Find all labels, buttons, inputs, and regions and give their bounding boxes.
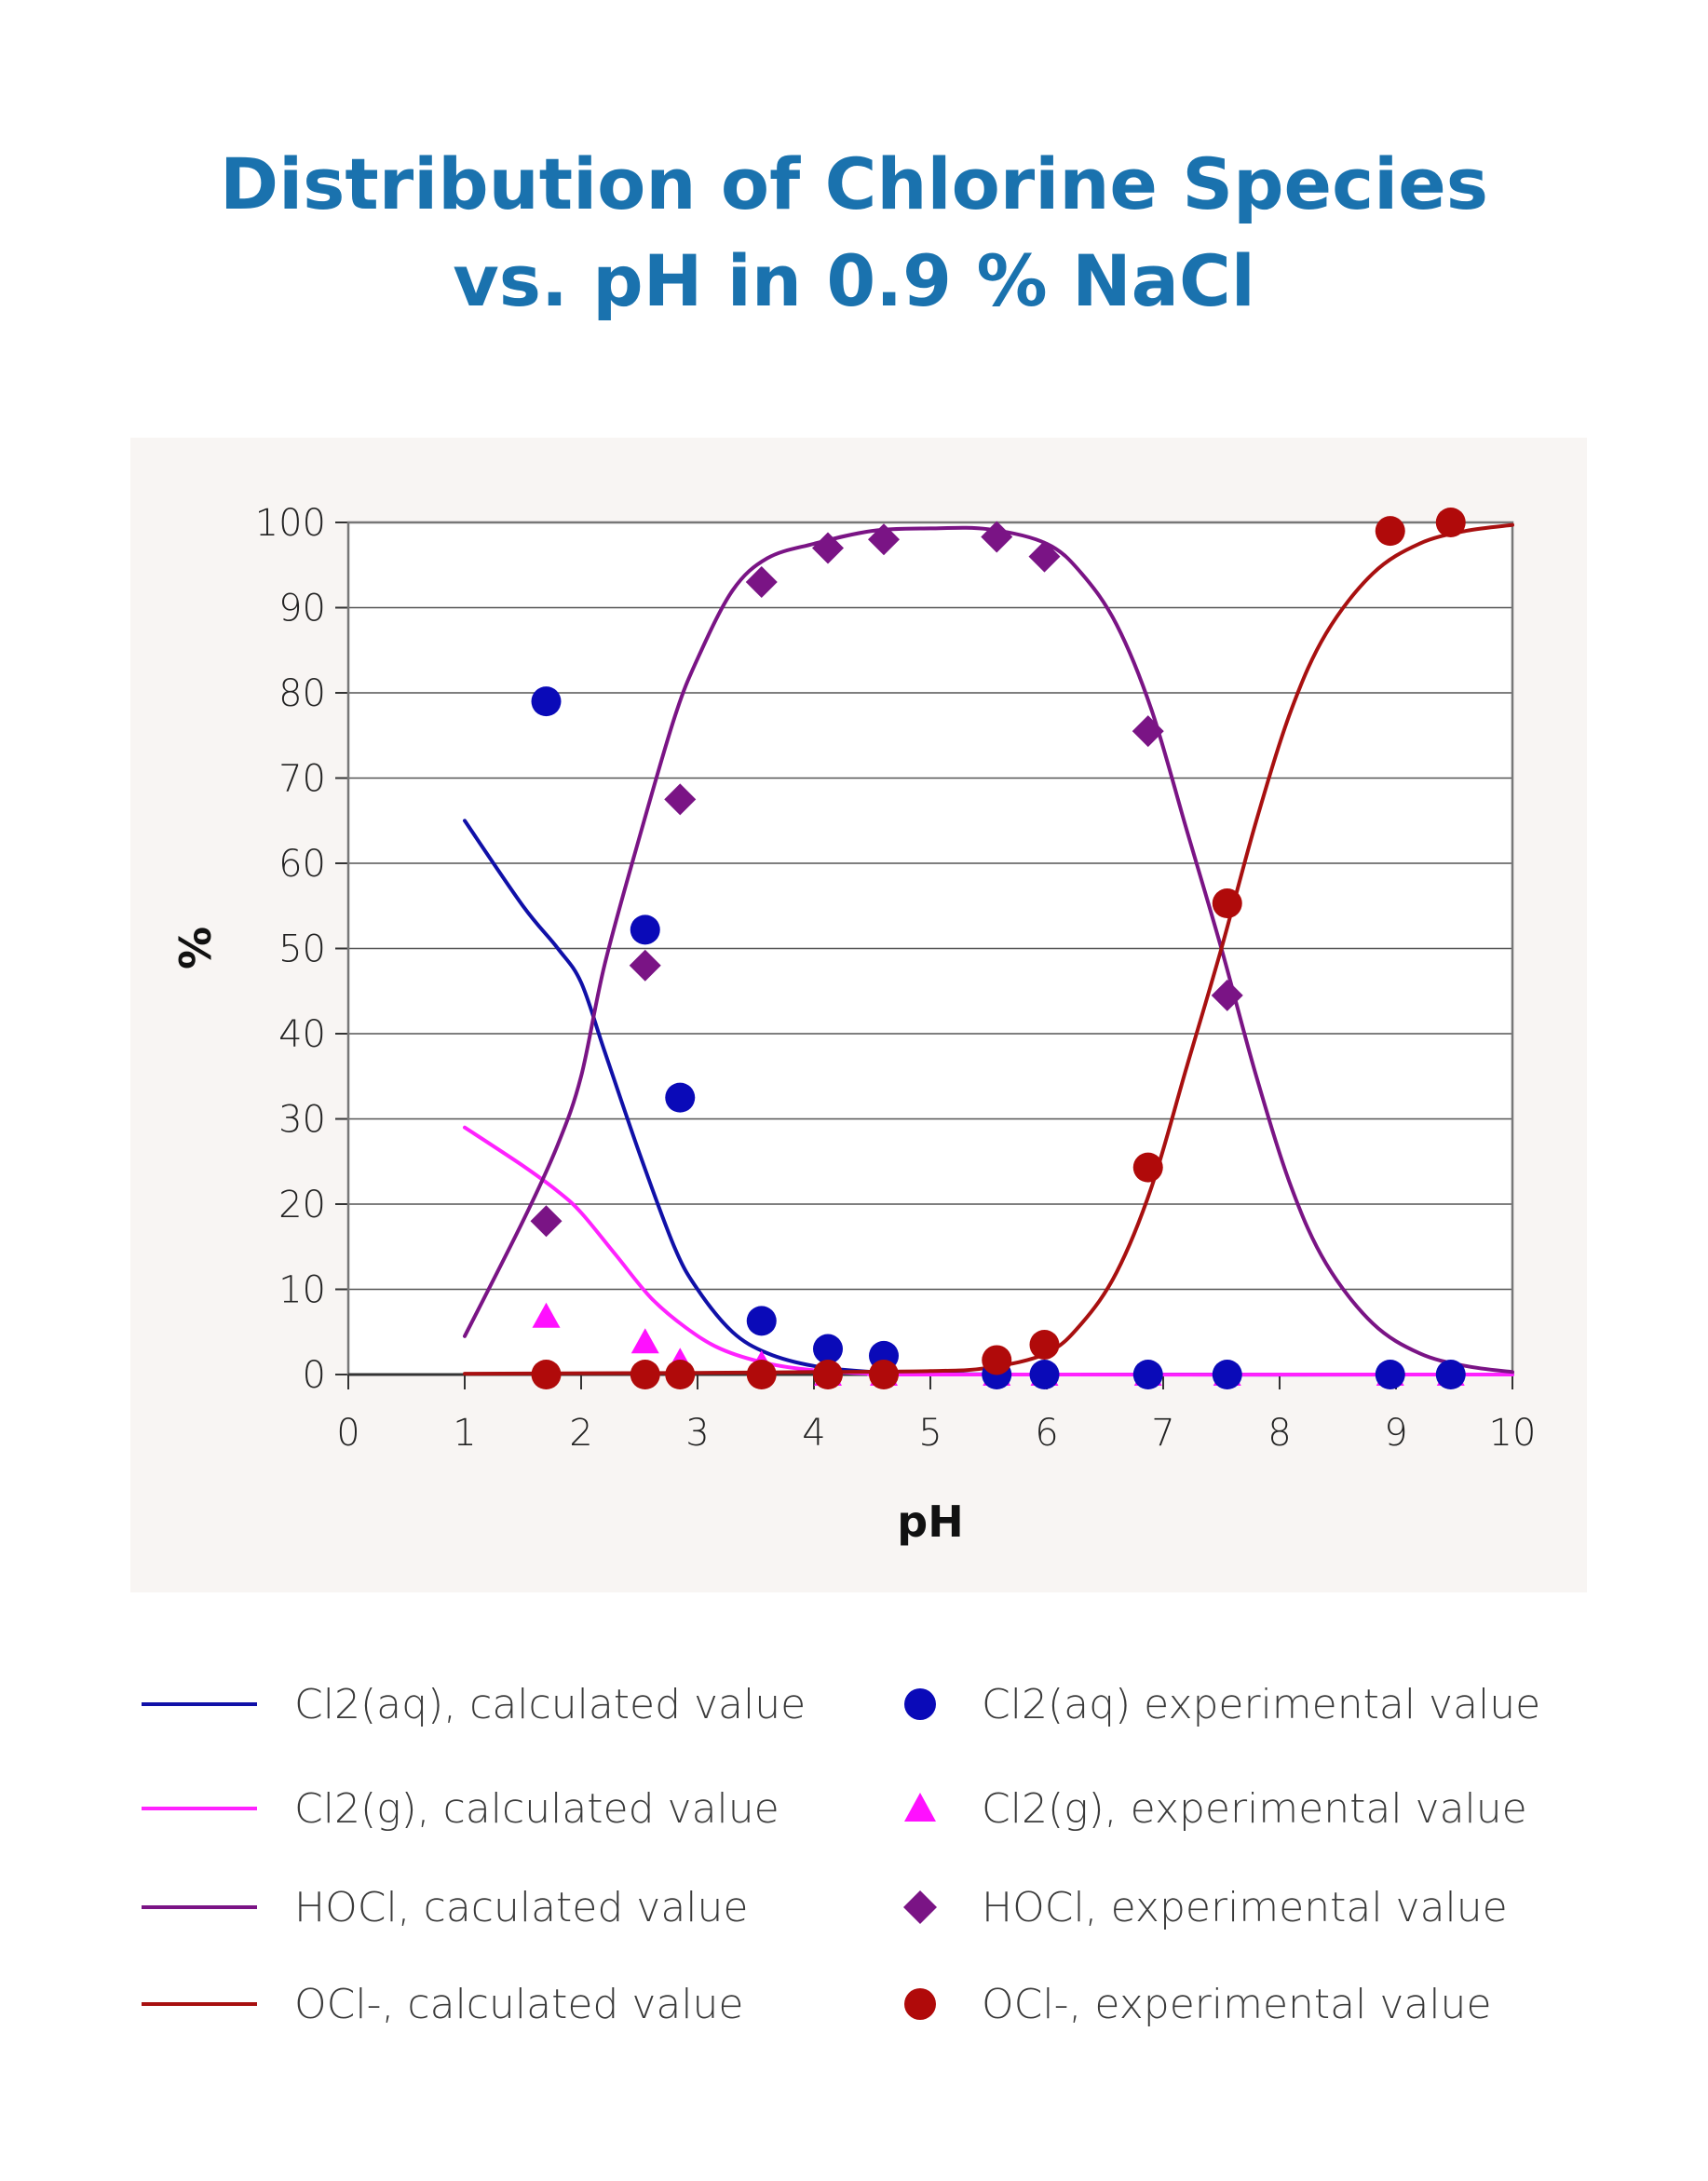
x-tick-label: 2 [569, 1412, 592, 1455]
legend-label: OCl-, calculated value [294, 1980, 744, 2028]
y-tick-label: 80 [278, 672, 326, 715]
y-tick-label: 100 [255, 502, 326, 545]
point-hocl-experimental-value [1028, 540, 1061, 573]
x-tick-label: 10 [1489, 1412, 1537, 1455]
point-cl2-aq-experimental-value [665, 1082, 696, 1113]
point-hocl-experimental-value [664, 783, 697, 816]
legend-label: OCl-, experimental value [982, 1980, 1492, 2028]
point-cl2-aq-experimental-value [531, 686, 562, 717]
circle-marker-icon [892, 1676, 948, 1732]
point-hocl-experimental-value [981, 521, 1013, 553]
y-tick-label: 10 [278, 1269, 326, 1312]
y-tick-label: 90 [278, 588, 326, 630]
y-tick-label: 30 [278, 1099, 326, 1142]
circle-marker-icon [892, 1976, 948, 2032]
point-cl2-aq-experimental-value [1029, 1360, 1060, 1389]
point-ocl-experimental-value [1435, 508, 1466, 537]
point-ocl-experimental-value [1375, 516, 1405, 547]
chart-title-line-1: Distribution of Chlorine Species [220, 142, 1488, 225]
legend-line-swatch [142, 1676, 257, 1732]
x-tick-label: 3 [685, 1412, 709, 1455]
legend-label: HOCl, experimental value [982, 1883, 1508, 1931]
y-tick-label: 40 [278, 1013, 326, 1056]
legend-item-ocl-experimental-value: OCl-, experimental value [892, 1976, 1492, 2032]
point-ocl-experimental-value [1212, 888, 1242, 919]
point-hocl-experimental-value [1211, 979, 1243, 1011]
legend-item-cl2-g-calculated-value: Cl2(g), calculated value [142, 1781, 779, 1836]
x-tick-label: 8 [1267, 1412, 1291, 1455]
point-hocl-experimental-value [1132, 715, 1164, 748]
legend-item-cl2-aq-calculated-value: Cl2(aq), calculated value [142, 1676, 806, 1732]
point-ocl-experimental-value [982, 1345, 1012, 1375]
x-tick-label: 5 [918, 1412, 942, 1455]
x-tick-label: 7 [1151, 1412, 1174, 1455]
point-cl2-aq-experimental-value [1375, 1360, 1405, 1389]
x-tick-label: 9 [1384, 1412, 1407, 1455]
point-ocl-experimental-value [746, 1360, 777, 1389]
x-tick-label: 4 [802, 1412, 825, 1455]
point-ocl-experimental-value [813, 1360, 843, 1389]
series-markers [530, 508, 1466, 1389]
point-cl2-g-experimental-value [630, 1328, 659, 1354]
diamond-marker-icon [892, 1879, 948, 1935]
legend-item-hocl-experimental-value: HOCl, experimental value [892, 1879, 1508, 1935]
y-tick-label: 20 [278, 1184, 326, 1226]
x-tick-label: 0 [336, 1412, 359, 1455]
legend-item-ocl-calculated-value: OCl-, calculated value [142, 1976, 744, 2032]
y-tick-label: 70 [278, 758, 326, 801]
legend-label: Cl2(aq), calculated value [294, 1680, 807, 1728]
point-cl2-aq-experimental-value [1435, 1360, 1466, 1389]
point-hocl-experimental-value [745, 566, 778, 599]
legend-label: HOCl, caculated value [294, 1883, 749, 1931]
x-axis-label: pH [897, 1497, 963, 1547]
y-tick-label: 60 [278, 843, 326, 886]
point-cl2-g-experimental-value [532, 1302, 561, 1328]
x-tick-label: 6 [1035, 1412, 1058, 1455]
legend-label: Cl2(g), calculated value [294, 1784, 779, 1833]
x-tick-label: 1 [453, 1412, 476, 1455]
point-ocl-experimental-value [1029, 1329, 1060, 1360]
legend-line-swatch [142, 1976, 257, 2032]
point-hocl-experimental-value [868, 523, 900, 556]
line-cl2-g-calculated-value [463, 1125, 1514, 1377]
chart-title-line-2: vs. pH in 0.9 % NaCl [453, 239, 1255, 322]
point-ocl-experimental-value [630, 1360, 660, 1389]
point-ocl-experimental-value [531, 1360, 562, 1389]
point-hocl-experimental-value [530, 1205, 563, 1238]
point-ocl-experimental-value [665, 1360, 696, 1389]
legend-item-cl2-g-experimental-value: Cl2(g), experimental value [892, 1781, 1527, 1836]
point-cl2-aq-experimental-value [1212, 1360, 1242, 1389]
point-cl2-aq-experimental-value [630, 914, 660, 945]
legend-item-cl2-aq-experimental-value: Cl2(aq) experimental value [892, 1676, 1540, 1732]
legend-line-swatch [142, 1879, 257, 1935]
y-axis-label: % [170, 927, 221, 969]
legend-label: Cl2(g), experimental value [982, 1784, 1527, 1833]
y-tick-label: 50 [278, 928, 326, 971]
point-hocl-experimental-value [812, 532, 844, 564]
y-tick-label: 0 [303, 1354, 326, 1397]
triangle-marker-icon [892, 1781, 948, 1836]
point-ocl-experimental-value [869, 1360, 899, 1389]
point-cl2-aq-experimental-value [1132, 1360, 1163, 1389]
legend-label: Cl2(aq) experimental value [982, 1680, 1541, 1728]
legend-item-hocl-caculated-value: HOCl, caculated value [142, 1879, 748, 1935]
point-cl2-aq-experimental-value [813, 1334, 843, 1364]
legend-line-swatch [142, 1781, 257, 1836]
point-hocl-experimental-value [629, 949, 661, 982]
point-cl2-aq-experimental-value [746, 1306, 777, 1336]
point-ocl-experimental-value [1132, 1152, 1163, 1183]
